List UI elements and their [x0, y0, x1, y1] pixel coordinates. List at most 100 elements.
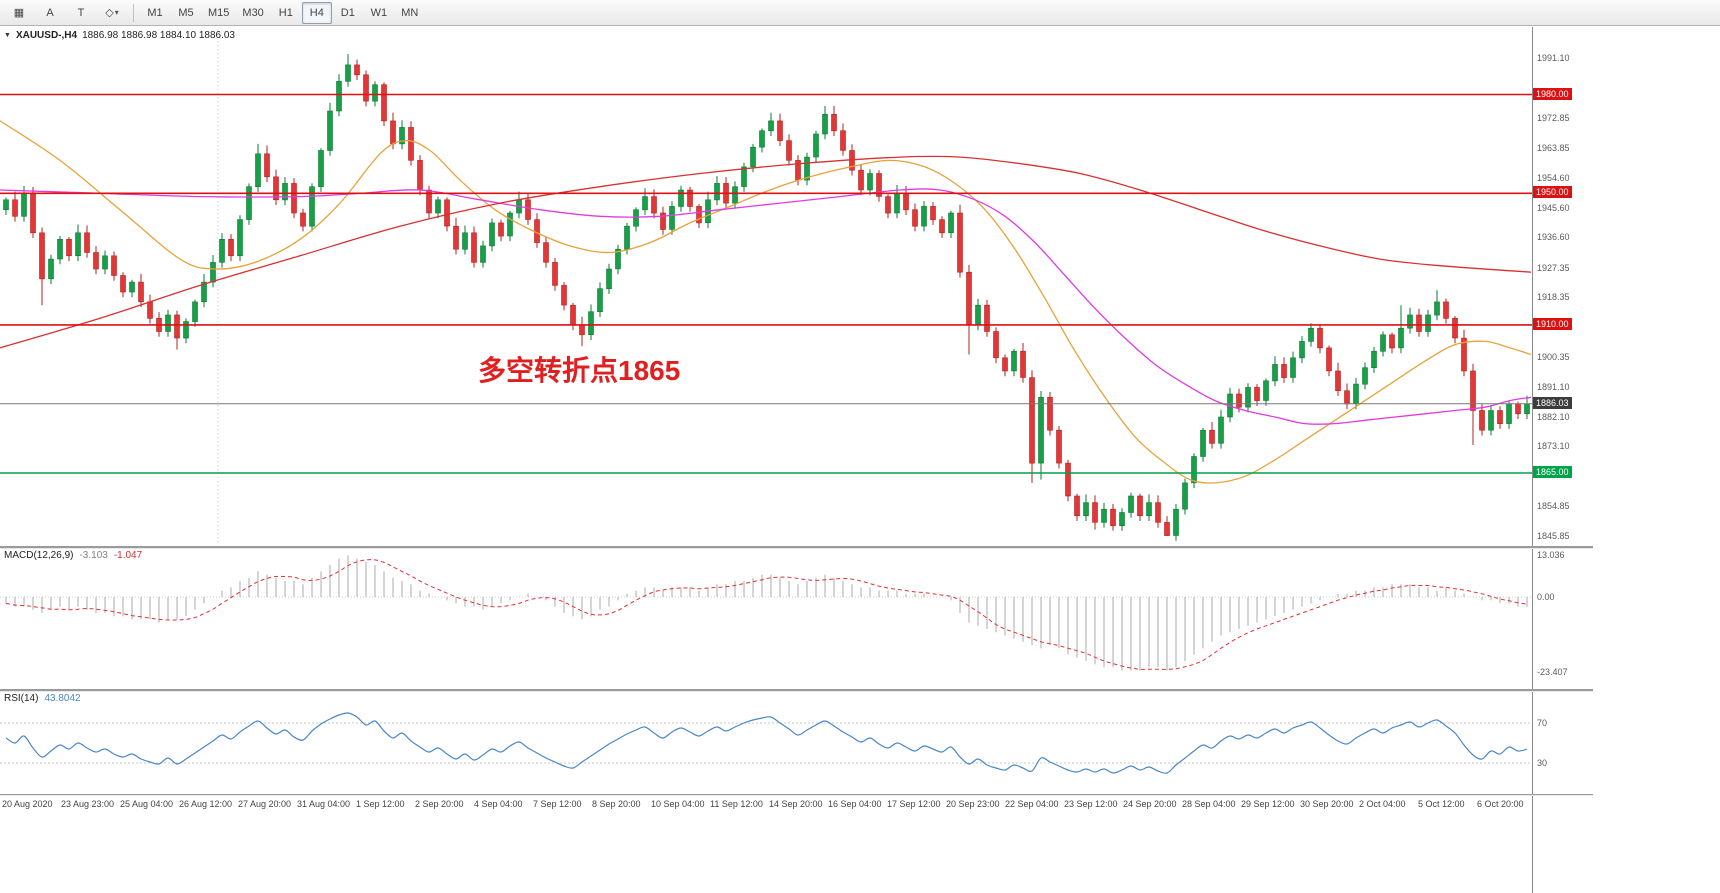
candle-down — [660, 212, 666, 230]
candle-up — [1524, 403, 1530, 415]
timeframe-button-m1[interactable]: M1 — [147, 6, 163, 19]
timeframe-button-h4[interactable]: H4 — [301, 1, 332, 24]
candle-up — [597, 288, 603, 313]
candle-down — [273, 176, 279, 201]
macd-name: MACD(12,26,9) — [4, 550, 74, 561]
candle-down — [1236, 393, 1242, 408]
candle-down — [66, 239, 72, 257]
candle-down — [939, 219, 945, 234]
timeframe-button-m30[interactable]: M30 — [242, 6, 264, 19]
time-axis-label: 2 Sep 20:00 — [415, 799, 464, 809]
candle-down — [903, 193, 909, 211]
candle-up — [507, 212, 513, 237]
price-axis-tick: 1891.10 — [1537, 382, 1570, 393]
ma-fast-orange[interactable] — [0, 120, 1532, 484]
timeframe-button-m15[interactable]: M15 — [208, 6, 230, 19]
shapes-dropdown[interactable]: ◇ ▾ — [105, 7, 119, 19]
candle-down — [534, 219, 540, 243]
up-candle-wicks — [5, 54, 1528, 541]
candle-down — [993, 331, 999, 359]
candle-up — [1182, 482, 1188, 510]
time-axis-label: 11 Sep 12:00 — [710, 799, 763, 809]
candle-up — [192, 301, 198, 322]
macd-axis-tick: 0.00 — [1537, 592, 1555, 602]
price-axis-tick: 1936.60 — [1537, 232, 1570, 243]
price-axis-tick: 1972.85 — [1537, 113, 1570, 124]
candle-down — [363, 74, 369, 102]
collapse-icon[interactable]: ▼ — [4, 32, 11, 39]
time-axis-label: 8 Sep 20:00 — [592, 799, 641, 809]
candle-down — [984, 304, 990, 332]
candle-up — [1200, 429, 1206, 457]
time-axis-label: 26 Aug 12:00 — [179, 799, 233, 809]
candle-up — [75, 232, 81, 257]
rsi-chart[interactable] — [0, 691, 1532, 794]
candle-down — [1065, 462, 1071, 497]
candle-up — [615, 248, 621, 270]
candle-up — [1191, 456, 1197, 484]
candle-up — [57, 239, 63, 260]
panel-separator[interactable] — [0, 689, 1593, 692]
timeframe-button-d1[interactable]: D1 — [340, 6, 355, 19]
candle-down — [885, 196, 891, 214]
price-axis-tick: 1854.85 — [1537, 501, 1570, 512]
candle-up — [237, 219, 243, 257]
candle-up — [1101, 508, 1107, 523]
candle-down — [147, 301, 153, 319]
candle-down — [228, 239, 234, 257]
price-axis[interactable]: 1991.10 1972.85 1963.85 1954.60 1945.60 1936.… — [1532, 27, 1593, 893]
candle-down — [174, 314, 180, 339]
candle-down — [498, 222, 504, 237]
candle-down — [966, 271, 972, 326]
text-tool[interactable]: T — [77, 6, 85, 19]
timeframe-button-w1[interactable]: W1 — [370, 6, 388, 19]
price-axis-tick: 1927.35 — [1537, 262, 1570, 273]
candle-up — [255, 153, 261, 188]
candle-up — [1398, 327, 1404, 349]
time-axis[interactable]: 20 Aug 2020 23 Aug 23:00 25 Aug 04:00 26 Au… — [0, 797, 1532, 817]
candle-up — [1488, 410, 1494, 431]
panel-separator[interactable] — [0, 546, 1593, 549]
ma-slow-red[interactable] — [0, 155, 1532, 349]
time-axis-label: 5 Oct 12:00 — [1418, 799, 1465, 809]
candle-up — [1380, 334, 1386, 352]
drawing-tools-group: ▦ A T ◇ ▾ — [4, 2, 127, 24]
hline-price-label: 1910.00 — [1533, 317, 1572, 330]
candle-down — [858, 169, 864, 191]
price-axis-tick: 1900.35 — [1537, 351, 1570, 362]
price-chart[interactable]: 多空转折点1865 — [0, 27, 1532, 546]
chart-area[interactable]: ▼ XAUUSD-,H4 1886.98 1886.98 1884.10 188… — [0, 27, 1532, 893]
time-axis-label: 25 Aug 04:00 — [120, 799, 174, 809]
candle-down — [1029, 377, 1035, 464]
rsi-indicator-label: RSI(14) 43.8042 — [4, 693, 81, 704]
candle-down — [1461, 337, 1467, 372]
candle-down — [912, 209, 918, 227]
candle-up — [183, 321, 189, 339]
price-axis-tick: 1918.35 — [1537, 292, 1570, 303]
candle-down — [30, 193, 36, 234]
price-axis-tick: 1845.85 — [1537, 531, 1570, 542]
panel-separator — [0, 794, 1593, 796]
candle-down — [1074, 495, 1080, 517]
candle-down — [1047, 396, 1053, 431]
timeframe-button-m5[interactable]: M5 — [178, 6, 194, 19]
candle-down — [1416, 314, 1422, 332]
candle-up — [102, 255, 108, 270]
candle-up — [489, 222, 495, 247]
timeframe-button-h1[interactable]: H1 — [278, 6, 293, 19]
candle-down — [1344, 390, 1350, 405]
candle-up — [624, 225, 630, 250]
chart-text-annotation[interactable]: 多空转折点1865 — [478, 354, 680, 386]
price-axis-tick: 1882.10 — [1537, 411, 1570, 422]
candle-up — [1362, 367, 1368, 385]
text-annotation-tool[interactable]: A — [46, 6, 54, 19]
ma-mid-magenta[interactable] — [0, 188, 1532, 425]
candle-down — [1155, 502, 1161, 523]
macd-chart[interactable] — [0, 548, 1532, 689]
time-axis-label: 27 Aug 20:00 — [238, 799, 292, 809]
candle-down — [264, 153, 270, 178]
timeframe-button-mn[interactable]: MN — [401, 6, 419, 19]
hline-price-label: 1865.00 — [1533, 465, 1572, 478]
charts-grid-icon[interactable]: ▦ — [13, 7, 25, 19]
chart-window: ▼ XAUUSD-,H4 1886.98 1886.98 1884.10 188… — [0, 27, 1720, 893]
